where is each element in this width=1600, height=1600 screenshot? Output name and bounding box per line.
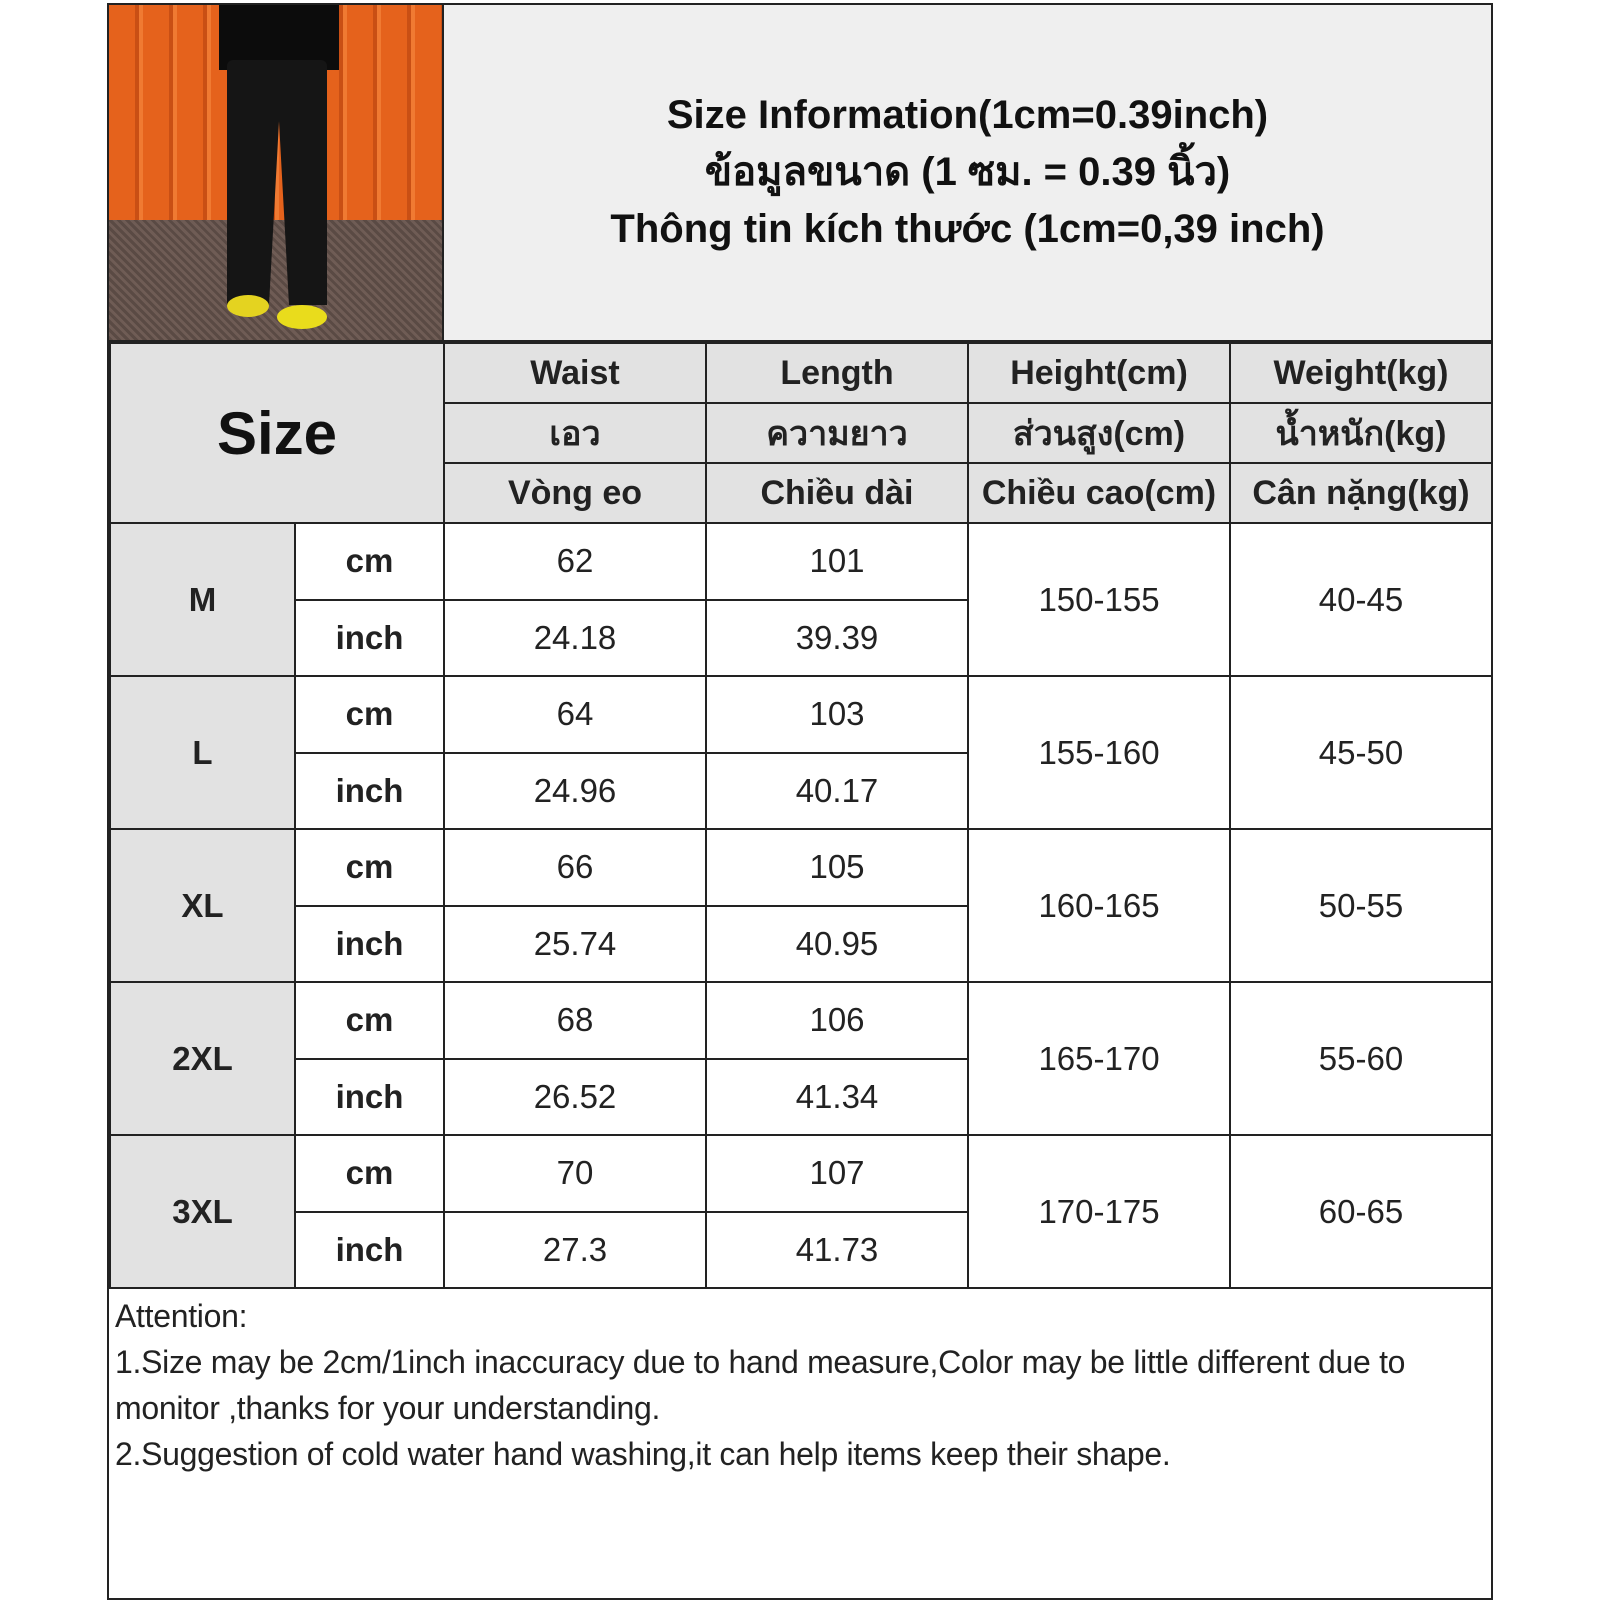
col-header: ความยาว bbox=[705, 402, 969, 464]
col-header: Weight(kg) bbox=[1229, 342, 1493, 404]
table-row: 2XL cm 68 106 165-170 55-60 bbox=[109, 981, 1493, 1136]
waist-inch: 24.18 bbox=[443, 598, 707, 677]
height-range: 170-175 bbox=[967, 1134, 1231, 1289]
waist-cm: 70 bbox=[443, 1134, 707, 1213]
table-row: inch 25.74 40.95 bbox=[110, 904, 1492, 983]
length-cm: 103 bbox=[705, 675, 969, 754]
unit-cm: cm bbox=[294, 675, 445, 754]
table-row: inch 27.3 41.73 bbox=[110, 1210, 1492, 1289]
table-row: inch 24.18 39.39 bbox=[110, 598, 1492, 677]
height-range: 155-160 bbox=[967, 675, 1231, 830]
unit-inch: inch bbox=[294, 598, 445, 677]
table-row: inch 24.96 40.17 bbox=[110, 751, 1492, 830]
waist-cm: 68 bbox=[443, 981, 707, 1060]
length-inch: 41.34 bbox=[705, 1057, 969, 1136]
col-header: Chiều dài bbox=[705, 462, 969, 524]
waist-cm: 62 bbox=[443, 522, 707, 601]
length-cm: 101 bbox=[705, 522, 969, 601]
col-header: เอว bbox=[443, 402, 707, 464]
size-label: L bbox=[109, 675, 296, 830]
waist-inch: 25.74 bbox=[443, 904, 707, 983]
size-label: M bbox=[109, 522, 296, 677]
length-inch: 40.95 bbox=[705, 904, 969, 983]
size-header: Size bbox=[109, 342, 445, 524]
length-inch: 40.17 bbox=[705, 751, 969, 830]
unit-inch: inch bbox=[294, 1057, 445, 1136]
note-line: 1.Size may be 2cm/1inch inaccuracy due t… bbox=[115, 1344, 1406, 1426]
attention-note: Attention: 1.Size may be 2cm/1inch inacc… bbox=[109, 1291, 1491, 1598]
length-cm: 106 bbox=[705, 981, 969, 1060]
col-header: Vòng eo bbox=[443, 462, 707, 524]
weight-range: 40-45 bbox=[1229, 522, 1493, 677]
height-range: 160-165 bbox=[967, 828, 1231, 983]
size-label: 3XL bbox=[109, 1134, 296, 1289]
height-range: 165-170 bbox=[967, 981, 1231, 1136]
unit-cm: cm bbox=[294, 1134, 445, 1213]
col-header: ส่วนสูง(cm) bbox=[967, 402, 1231, 464]
title-vi: Thông tin kích thước (1cm=0,39 inch) bbox=[610, 207, 1325, 251]
unit-cm: cm bbox=[294, 981, 445, 1060]
unit-cm: cm bbox=[294, 828, 445, 907]
waist-inch: 27.3 bbox=[443, 1210, 707, 1289]
title-en: Size Information(1cm=0.39inch) bbox=[666, 93, 1269, 137]
unit-cm: cm bbox=[294, 522, 445, 601]
unit-inch: inch bbox=[294, 1210, 445, 1289]
table-row: 3XL cm 70 107 170-175 60-65 bbox=[109, 1134, 1493, 1289]
size-label: XL bbox=[109, 828, 296, 983]
waist-cm: 66 bbox=[443, 828, 707, 907]
size-label: 2XL bbox=[109, 981, 296, 1136]
waist-cm: 64 bbox=[443, 675, 707, 754]
table-row: XL cm 66 105 160-165 50-55 bbox=[109, 828, 1493, 983]
col-header: Length bbox=[705, 342, 969, 404]
note-heading: Attention: bbox=[115, 1298, 248, 1334]
length-cm: 107 bbox=[705, 1134, 969, 1213]
note-line: 2.Suggestion of cold water hand washing,… bbox=[115, 1436, 1171, 1472]
length-cm: 105 bbox=[705, 828, 969, 907]
waist-inch: 26.52 bbox=[443, 1057, 707, 1136]
col-header: Chiều cao(cm) bbox=[967, 462, 1231, 524]
table-row: L cm 64 103 155-160 45-50 bbox=[109, 675, 1493, 830]
size-chart: Size Information(1cm=0.39inch) ข้อมูลขนา… bbox=[107, 3, 1493, 1600]
title-th: ข้อมูลขนาด (1 ซม. = 0.39 นิ้ว) bbox=[704, 150, 1231, 194]
height-range: 150-155 bbox=[967, 522, 1231, 677]
size-info-title: Size Information(1cm=0.39inch) ข้อมูลขนา… bbox=[444, 5, 1491, 342]
col-header: Cân nặng(kg) bbox=[1229, 462, 1493, 524]
weight-range: 55-60 bbox=[1229, 981, 1493, 1136]
col-header: Waist bbox=[443, 342, 707, 404]
col-header: น้ำหนัก(kg) bbox=[1229, 402, 1493, 464]
weight-range: 60-65 bbox=[1229, 1134, 1493, 1289]
table-row: inch 26.52 41.34 bbox=[110, 1057, 1492, 1136]
col-header: Height(cm) bbox=[967, 342, 1231, 404]
length-inch: 39.39 bbox=[705, 598, 969, 677]
size-table: Size Waist Length Height(cm) Weight(kg) … bbox=[109, 342, 1493, 1289]
unit-inch: inch bbox=[294, 751, 445, 830]
waist-inch: 24.96 bbox=[443, 751, 707, 830]
weight-range: 45-50 bbox=[1229, 675, 1493, 830]
length-inch: 41.73 bbox=[705, 1210, 969, 1289]
weight-range: 50-55 bbox=[1229, 828, 1493, 983]
product-photo bbox=[109, 5, 444, 342]
unit-inch: inch bbox=[294, 904, 445, 983]
table-row: M cm 62 101 150-155 40-45 bbox=[109, 522, 1493, 677]
